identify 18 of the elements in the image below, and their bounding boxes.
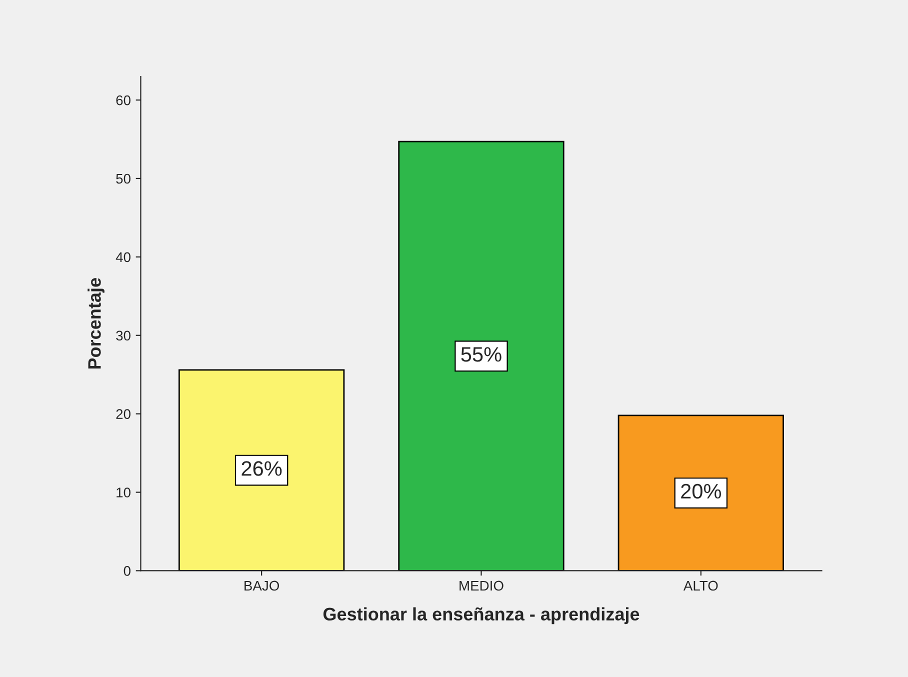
data-label: 55% [461,347,502,362]
data-label: 26% [242,461,282,476]
data-label: 20% [681,484,722,499]
y-tick-label: 10 [116,488,130,498]
x-tick-label: ALTO [683,580,718,591]
y-tick-label: 50 [116,174,130,184]
x-tick-label: BAJO [244,580,280,591]
bar [618,414,784,571]
bar [178,369,345,571]
y-tick-label: 30 [116,330,130,341]
x-axis-title: Gestionar la enseñanza - aprendizaje [323,607,640,624]
y-axis-title: Porcentaje [88,278,104,369]
y-tick-label: 40 [116,252,130,262]
x-tick-label: MEDIO [460,580,504,591]
y-tick-label: 0 [124,566,130,576]
y-tick-label: 20 [116,409,130,419]
bar [398,140,564,571]
y-tick-label: 60 [116,95,130,106]
